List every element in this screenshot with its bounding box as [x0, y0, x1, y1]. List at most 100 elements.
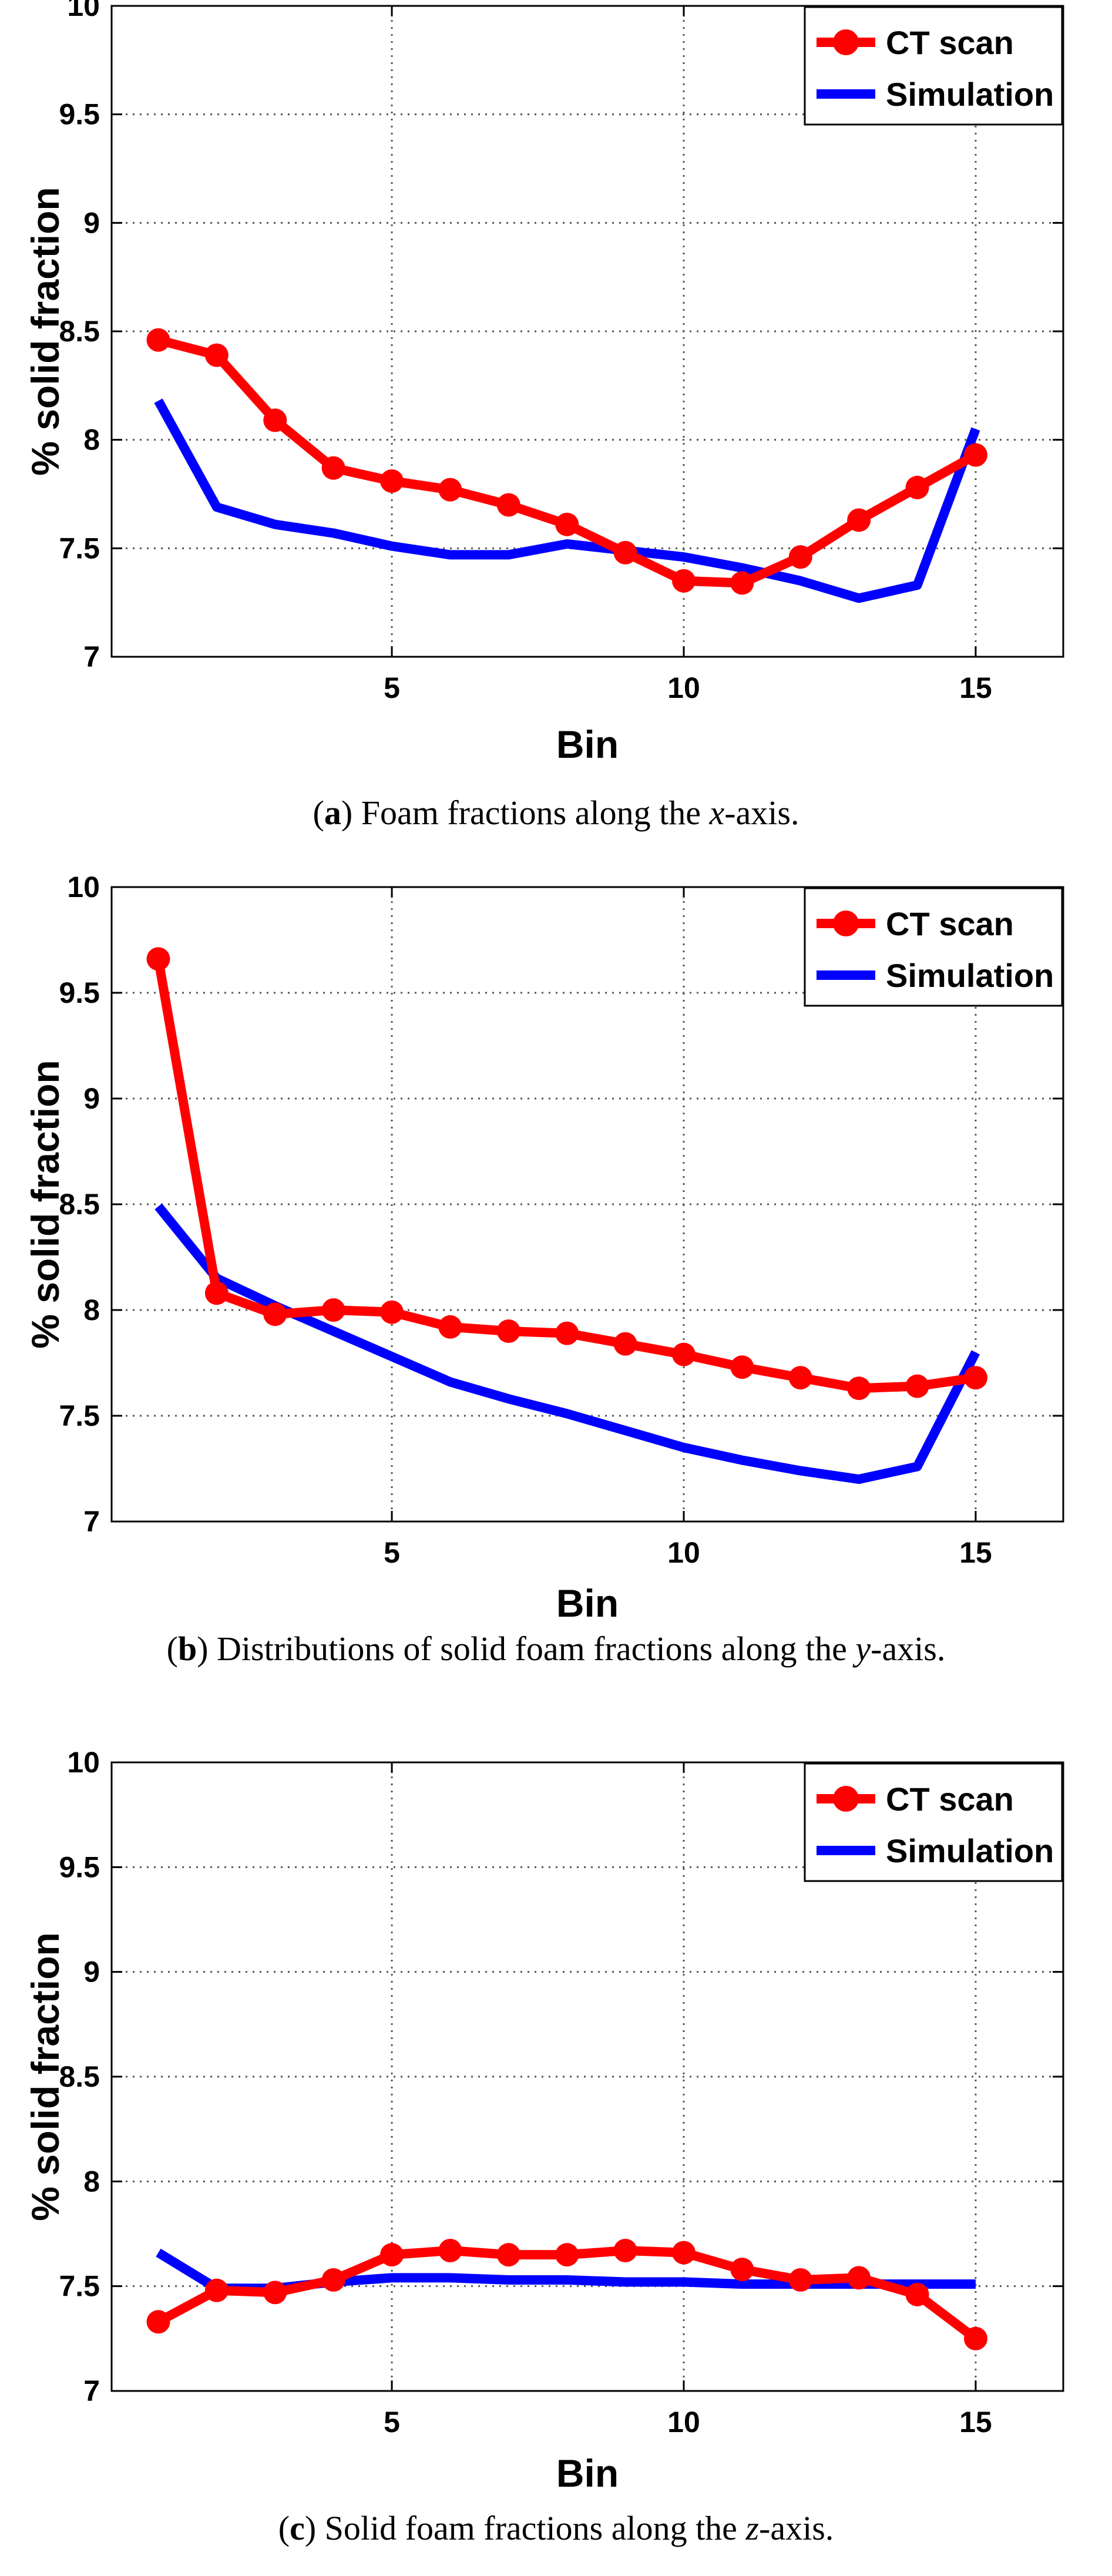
y-tick-label-c: 8 [83, 2165, 100, 2198]
data-point-ct-scan-c [380, 2243, 404, 2267]
caption-a-pre: Foam fractions along the [361, 794, 710, 832]
data-point-ct-scan-c [496, 2243, 520, 2267]
y-tick-label-c: 7 [83, 2375, 100, 2407]
data-point-ct-scan-c [438, 2239, 462, 2263]
legend-label-simulation-b: Simulation [886, 957, 1054, 994]
data-point-ct-scan-a [788, 545, 812, 569]
data-point-ct-scan-c [263, 2281, 287, 2305]
data-point-ct-scan-c [321, 2268, 345, 2292]
y-tick-label-b: 9 [83, 1082, 100, 1115]
x-axis-label-a: Bin [556, 723, 619, 766]
y-tick-label-a: 9 [83, 206, 100, 239]
y-tick-label-a: 9.5 [59, 98, 100, 131]
caption-b-axis: y [855, 1630, 871, 1668]
y-tick-label-a: 7.5 [59, 532, 100, 565]
caption-a-post: -axis. [724, 794, 799, 832]
data-point-ct-scan-c [963, 2326, 987, 2350]
y-axis-label-a: % solid fraction [23, 187, 67, 475]
data-point-ct-scan-b [905, 1374, 929, 1398]
caption-a: (a) Foam fractions along the x-axis. [313, 794, 799, 832]
x-tick-label-a: 5 [384, 671, 400, 704]
legend-marker-ct-scan-b [833, 911, 859, 936]
y-tick-label-a: 8.5 [59, 315, 100, 348]
data-point-ct-scan-b [671, 1342, 696, 1366]
data-point-ct-scan-b [204, 1281, 229, 1305]
caption-b-post: -axis. [871, 1630, 946, 1668]
legend-label-ct-scan-a: CT scan [886, 24, 1014, 61]
y-axis-label-c: % solid fraction [23, 1932, 67, 2221]
legend-label-simulation-a: Simulation [886, 76, 1054, 113]
legend-label-ct-scan-c: CT scan [886, 1781, 1014, 1818]
legend-box-c [804, 1762, 1063, 1882]
y-tick-label-c: 10 [67, 1746, 100, 1779]
x-tick-label-c: 15 [959, 2406, 992, 2439]
caption-a-letter: a [324, 794, 341, 832]
legend-marker-ct-scan-c [833, 1786, 859, 1812]
data-point-ct-scan-a [380, 469, 404, 493]
y-tick-label-b: 8 [83, 1294, 100, 1326]
legend-c: CT scan Simulation [804, 1762, 1063, 1882]
y-tick-label-c: 8.5 [59, 2060, 100, 2093]
legend-label-ct-scan-b: CT scan [886, 905, 1014, 942]
data-point-ct-scan-c [905, 2282, 929, 2306]
y-axis-label-b: % solid fraction [23, 1060, 67, 1348]
data-point-ct-scan-c [146, 2310, 170, 2334]
data-point-ct-scan-a [204, 343, 229, 367]
data-point-ct-scan-b [730, 1355, 754, 1379]
data-point-ct-scan-a [146, 328, 170, 352]
legend-marker-ct-scan-a [833, 29, 859, 55]
y-tick-label-b: 8.5 [59, 1188, 100, 1221]
data-point-ct-scan-a [730, 571, 754, 595]
data-point-ct-scan-b [321, 1298, 345, 1322]
data-point-ct-scan-a [438, 478, 462, 502]
chart-b: 5 10 15 7 7.5 8 8.5 9 9.5 10 Bin % solid fraction CT… [23, 871, 1064, 1625]
x-tick-label-c: 5 [384, 2406, 400, 2439]
caption-b-letter: b [177, 1630, 197, 1668]
x-tick-label-a: 15 [959, 671, 992, 704]
data-point-ct-scan-a [321, 456, 345, 480]
caption-a-axis: x [709, 794, 725, 832]
data-point-ct-scan-c [847, 2266, 871, 2290]
legend-box-a [804, 6, 1063, 126]
y-tick-label-b: 7.5 [59, 1399, 100, 1432]
data-point-ct-scan-a [671, 569, 696, 593]
caption-c-axis: z [745, 2509, 760, 2547]
caption-b-pre: Distributions of solid foam fractions al… [217, 1630, 856, 1668]
data-point-ct-scan-b [263, 1302, 287, 1326]
data-point-ct-scan-a [905, 475, 929, 499]
x-axis-label-b: Bin [556, 1581, 619, 1625]
data-point-ct-scan-a [496, 493, 520, 517]
chart-a: 5 10 15 7 7.5 8 8.5 9 9.5 10 Bin % solid fraction CT… [23, 0, 1064, 766]
caption-c-pre: Solid foam fractions along the [324, 2509, 746, 2547]
data-point-ct-scan-a [555, 512, 579, 536]
series-line-simulation-a [154, 398, 980, 603]
data-point-ct-scan-b [555, 1321, 579, 1345]
data-point-ct-scan-c [555, 2243, 579, 2267]
chart-c: 5 10 15 7 7.5 8 8.5 9 9.5 10 Bin % solid fraction CT… [23, 1746, 1064, 2495]
data-point-ct-scan-b [847, 1376, 871, 1400]
y-tick-label-a: 8 [83, 424, 100, 456]
y-tick-label-b: 7 [83, 1505, 100, 1538]
legend-b: CT scan Simulation [804, 887, 1063, 1007]
data-point-ct-scan-c [204, 2278, 229, 2302]
data-point-ct-scan-b [380, 1300, 404, 1324]
x-tick-label-b: 10 [667, 1536, 700, 1569]
x-tick-label-b: 15 [959, 1536, 992, 1569]
data-point-ct-scan-c [613, 2239, 637, 2263]
data-point-ct-scan-c [788, 2268, 812, 2292]
y-tick-label-b: 9.5 [59, 976, 100, 1009]
y-tick-label-a: 7 [83, 640, 100, 673]
data-point-ct-scan-b [496, 1319, 520, 1343]
y-tick-label-b: 10 [67, 871, 100, 904]
data-point-ct-scan-b [146, 947, 170, 971]
x-tick-label-b: 5 [384, 1536, 400, 1569]
data-point-ct-scan-b [788, 1366, 812, 1390]
legend-box-b [804, 887, 1063, 1007]
data-point-ct-scan-a [263, 408, 287, 432]
data-point-ct-scan-a [847, 508, 871, 532]
data-point-ct-scan-b [613, 1332, 637, 1356]
caption-c: (c) Solid foam fractions along the z-axi… [278, 2509, 834, 2547]
y-tick-label-a: 10 [67, 0, 100, 22]
legend-label-simulation-c: Simulation [886, 1832, 1054, 1869]
